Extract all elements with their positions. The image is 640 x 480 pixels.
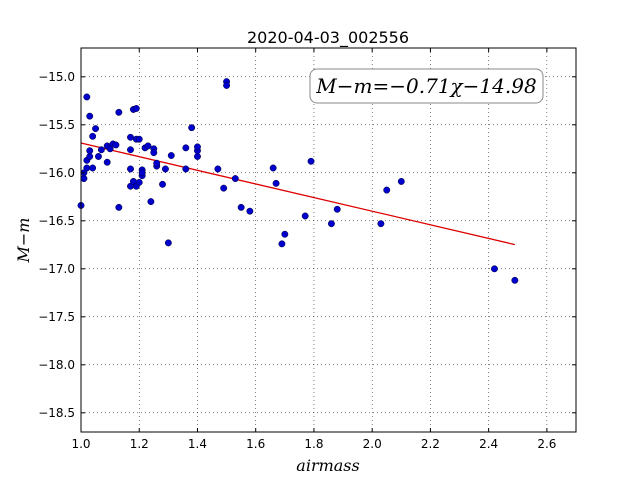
data-point xyxy=(127,133,134,141)
data-point xyxy=(89,164,97,172)
data-point xyxy=(333,205,341,213)
data-point xyxy=(194,143,201,151)
data-point xyxy=(327,220,335,228)
data-point xyxy=(112,141,120,149)
x-tick-label: 1.6 xyxy=(246,437,265,451)
data-point xyxy=(194,153,201,160)
data-point xyxy=(167,152,175,159)
y-tick-label: −18.0 xyxy=(38,358,75,372)
data-point xyxy=(144,142,152,150)
data-point xyxy=(223,81,231,89)
annotation-box xyxy=(309,68,544,104)
data-point xyxy=(278,240,286,248)
x-tick-label: 2.0 xyxy=(363,437,382,451)
data-point xyxy=(188,124,196,132)
data-point xyxy=(182,144,190,152)
data-point xyxy=(132,105,140,112)
y-tick-label: −16.5 xyxy=(38,214,75,228)
data-point xyxy=(377,220,385,228)
data-point xyxy=(86,112,94,120)
y-tick-label: −15.0 xyxy=(38,70,75,84)
fit-line xyxy=(80,142,516,246)
y-tick-label: −16.0 xyxy=(38,166,75,180)
data-point xyxy=(491,265,498,273)
data-point xyxy=(135,135,143,143)
data-point xyxy=(86,153,94,160)
data-point xyxy=(115,108,123,116)
data-point xyxy=(138,169,146,177)
data-point xyxy=(97,146,105,154)
chart-title: 2020-04-03_002556 xyxy=(247,28,409,48)
data-point xyxy=(281,230,289,238)
plot-frame xyxy=(80,47,577,433)
x-tick-label: 1.0 xyxy=(71,437,90,451)
data-point xyxy=(80,175,88,183)
annotation-text: M−m=−0.71χ−14.98 xyxy=(315,74,536,98)
data-point xyxy=(237,203,245,211)
data-point xyxy=(86,147,94,155)
data-point xyxy=(269,164,277,172)
data-point xyxy=(127,165,134,173)
data-point xyxy=(511,276,519,284)
data-point xyxy=(89,132,97,140)
data-point xyxy=(135,178,143,186)
y-axis-label: M−m xyxy=(14,218,33,264)
data-point xyxy=(220,184,228,192)
data-point xyxy=(103,158,111,166)
data-point xyxy=(83,93,91,101)
data-point xyxy=(95,153,102,160)
data-point xyxy=(182,165,190,173)
x-axis-label: airmass xyxy=(296,456,359,475)
data-point xyxy=(214,165,222,173)
data-point xyxy=(307,157,315,165)
y-tick-label: −15.5 xyxy=(38,118,75,132)
data-point xyxy=(161,165,169,173)
data-point xyxy=(83,164,91,172)
data-point xyxy=(159,180,166,188)
data-point xyxy=(301,212,309,220)
data-point xyxy=(153,159,161,167)
data-point xyxy=(246,207,254,215)
data-point xyxy=(231,175,239,183)
x-tick-label: 1.4 xyxy=(188,437,207,451)
data-point xyxy=(115,203,123,211)
data-point xyxy=(92,125,100,133)
data-point xyxy=(397,177,405,185)
data-point xyxy=(164,239,172,247)
axis-ticks: 1.0 1.2 1.4 1.6 1.8 2.0 2.2 2.4 2.6 −18.5 −18.0 −17… xyxy=(38,48,576,451)
x-tick-label: 2.6 xyxy=(537,437,556,451)
x-tick-label: 1.8 xyxy=(304,437,323,451)
fit-line-layer xyxy=(80,142,516,246)
data-points xyxy=(77,78,519,284)
data-point xyxy=(150,149,158,157)
x-tick-label: 2.2 xyxy=(421,437,440,451)
data-point xyxy=(272,179,280,187)
data-point xyxy=(147,198,155,206)
x-tick-label: 2.4 xyxy=(479,437,498,451)
x-tick-label: 1.2 xyxy=(130,437,149,451)
data-point xyxy=(383,186,391,194)
y-tick-label: −17.0 xyxy=(38,262,75,276)
y-tick-label: −18.5 xyxy=(38,406,75,420)
fit-annotation: M−m=−0.71χ−14.98 xyxy=(309,68,544,104)
y-tick-label: −17.5 xyxy=(38,310,75,324)
data-point xyxy=(127,146,134,154)
